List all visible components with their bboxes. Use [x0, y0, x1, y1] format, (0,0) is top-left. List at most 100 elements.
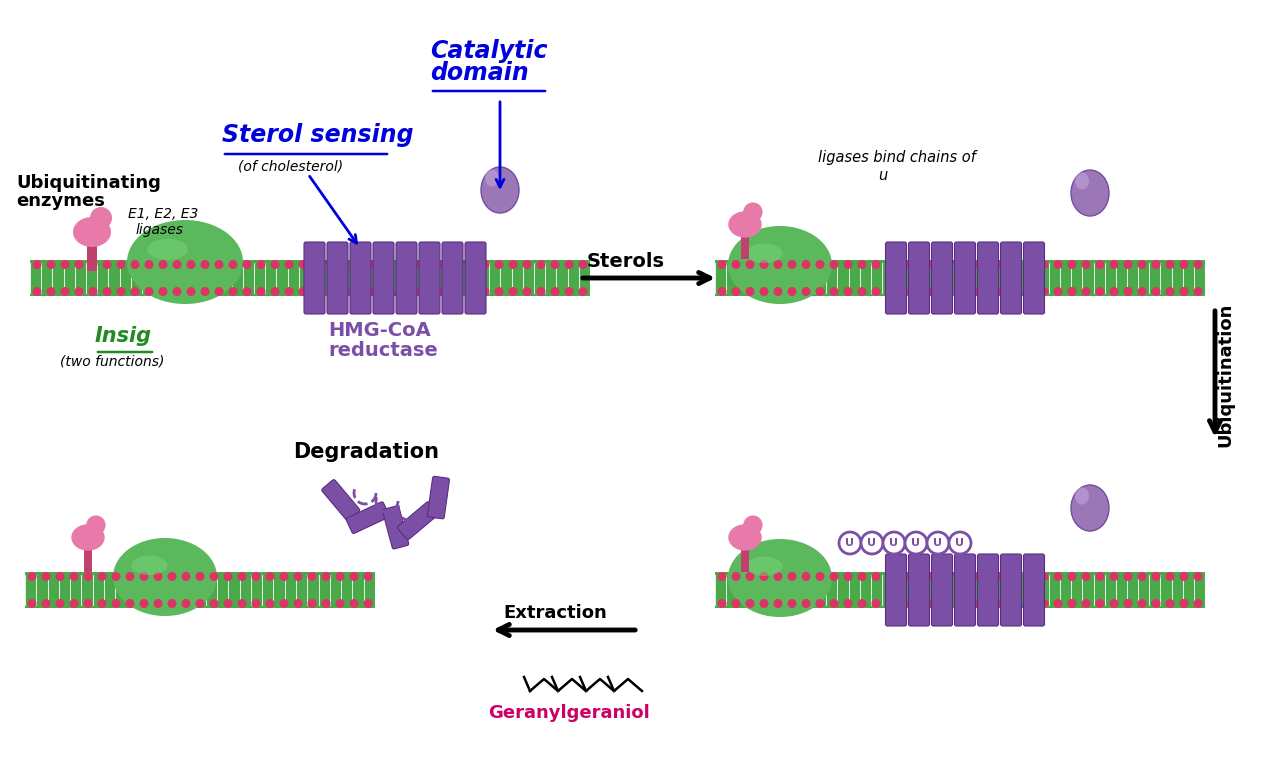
Circle shape — [997, 260, 1006, 269]
FancyBboxPatch shape — [908, 242, 930, 314]
Circle shape — [1081, 260, 1090, 269]
Text: Catalytic: Catalytic — [430, 39, 547, 63]
Circle shape — [425, 287, 434, 296]
Circle shape — [1123, 599, 1132, 608]
Circle shape — [28, 572, 37, 581]
FancyBboxPatch shape — [908, 554, 930, 626]
Bar — [86, 239, 97, 271]
Circle shape — [899, 599, 908, 608]
Circle shape — [743, 203, 763, 222]
Circle shape — [927, 599, 936, 608]
Text: enzymes: enzymes — [17, 192, 104, 210]
Circle shape — [1095, 260, 1104, 269]
Circle shape — [1011, 287, 1020, 296]
FancyBboxPatch shape — [327, 242, 349, 314]
Circle shape — [773, 572, 782, 581]
Circle shape — [131, 287, 140, 296]
Circle shape — [1025, 287, 1034, 296]
Circle shape — [266, 572, 275, 581]
Circle shape — [467, 260, 476, 269]
Circle shape — [1165, 599, 1174, 608]
Ellipse shape — [485, 169, 499, 187]
Circle shape — [341, 260, 350, 269]
Circle shape — [154, 572, 163, 581]
Circle shape — [523, 260, 532, 269]
Circle shape — [131, 260, 140, 269]
Circle shape — [313, 260, 322, 269]
Circle shape — [397, 287, 406, 296]
Circle shape — [439, 260, 448, 269]
Circle shape — [1165, 287, 1174, 296]
Circle shape — [1123, 287, 1132, 296]
Circle shape — [84, 599, 93, 608]
Circle shape — [252, 599, 261, 608]
Ellipse shape — [728, 539, 832, 617]
Circle shape — [1025, 260, 1034, 269]
Circle shape — [1067, 599, 1076, 608]
Circle shape — [336, 572, 345, 581]
Circle shape — [871, 599, 880, 608]
Circle shape — [997, 287, 1006, 296]
Circle shape — [955, 572, 964, 581]
Circle shape — [1109, 599, 1118, 608]
Circle shape — [1179, 287, 1188, 296]
Circle shape — [336, 599, 345, 608]
Circle shape — [523, 287, 532, 296]
Circle shape — [1109, 572, 1118, 581]
Circle shape — [84, 572, 93, 581]
Circle shape — [1179, 599, 1188, 608]
Circle shape — [731, 572, 740, 581]
Circle shape — [731, 260, 740, 269]
Circle shape — [857, 572, 866, 581]
Circle shape — [1053, 260, 1062, 269]
Circle shape — [187, 287, 196, 296]
Circle shape — [187, 260, 196, 269]
Circle shape — [927, 287, 936, 296]
Circle shape — [1095, 599, 1104, 608]
Circle shape — [1123, 260, 1132, 269]
Circle shape — [308, 572, 317, 581]
Ellipse shape — [728, 226, 832, 304]
Circle shape — [969, 260, 978, 269]
Circle shape — [969, 287, 978, 296]
Circle shape — [61, 287, 70, 296]
Circle shape — [1165, 260, 1174, 269]
Circle shape — [829, 572, 838, 581]
Circle shape — [215, 287, 224, 296]
Circle shape — [913, 260, 922, 269]
Circle shape — [871, 287, 880, 296]
Circle shape — [201, 287, 210, 296]
Circle shape — [364, 599, 373, 608]
Circle shape — [350, 572, 359, 581]
Circle shape — [941, 260, 950, 269]
FancyBboxPatch shape — [418, 242, 440, 314]
Circle shape — [224, 572, 233, 581]
Circle shape — [145, 260, 154, 269]
Circle shape — [42, 599, 51, 608]
Circle shape — [159, 260, 168, 269]
Circle shape — [857, 260, 866, 269]
Ellipse shape — [127, 220, 243, 304]
Circle shape — [327, 287, 336, 296]
Circle shape — [70, 599, 79, 608]
Circle shape — [495, 260, 504, 269]
Circle shape — [1193, 599, 1202, 608]
Ellipse shape — [747, 556, 782, 576]
Text: u: u — [878, 168, 888, 183]
Bar — [740, 231, 749, 259]
Circle shape — [815, 287, 824, 296]
Circle shape — [579, 260, 588, 269]
Text: (of cholesterol): (of cholesterol) — [238, 159, 343, 173]
Circle shape — [173, 260, 182, 269]
Circle shape — [229, 287, 238, 296]
Circle shape — [112, 572, 121, 581]
Circle shape — [285, 287, 294, 296]
Circle shape — [731, 287, 740, 296]
Text: Sterol sensing: Sterol sensing — [223, 123, 413, 147]
FancyBboxPatch shape — [466, 242, 486, 314]
FancyBboxPatch shape — [1024, 554, 1044, 626]
Circle shape — [787, 260, 796, 269]
Circle shape — [1039, 260, 1048, 269]
Ellipse shape — [148, 239, 188, 260]
Circle shape — [266, 599, 275, 608]
